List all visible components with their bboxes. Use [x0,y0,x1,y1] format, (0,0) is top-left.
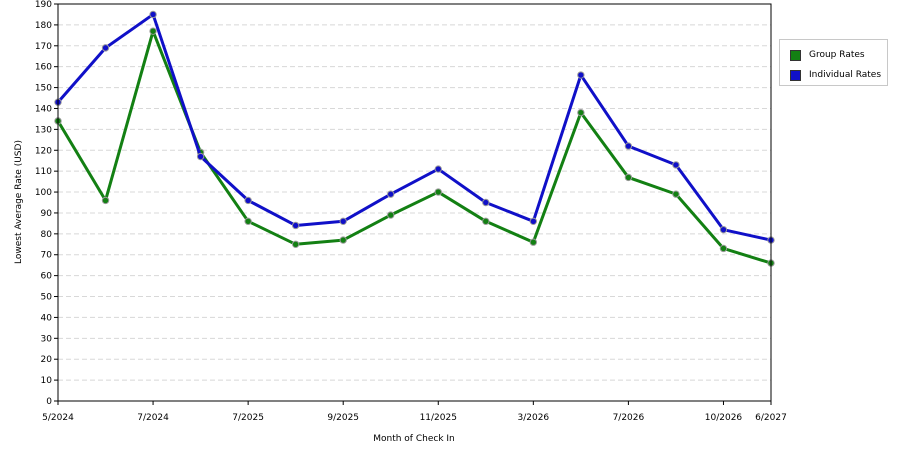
data-point-group-rates [529,238,538,246]
y-tick-label: 130 [35,125,52,135]
y-tick-label: 190 [35,0,52,10]
y-tick-label: 10 [41,376,53,386]
x-tick-label: 5/2024 [42,413,74,423]
x-tick-label: 7/2026 [613,413,645,423]
legend: Group Rates Individual Rates [779,39,888,86]
y-tick-label: 50 [41,293,53,303]
legend-label-individual-rates: Individual Rates [809,70,882,80]
y-tick-label: 70 [41,251,53,261]
data-point-individual-rates [196,152,205,161]
data-point-individual-rates [529,217,538,226]
data-point-individual-rates [387,190,395,198]
data-point-individual-rates [291,221,300,230]
y-tick-label: 40 [41,313,53,323]
y-tick-label: 30 [41,334,53,344]
y-tick-label: 120 [35,146,52,156]
data-point-individual-rates [434,165,442,173]
data-point-group-rates [719,244,728,253]
x-tick-label: 3/2026 [517,413,549,423]
data-point-individual-rates [244,196,252,205]
x-axis-ticks: 5/2024 7/2024 7/2025 9/2025 11/2025 3/2026 7/2… [42,401,787,423]
data-point-individual-rates [624,142,633,150]
y-tick-label: 20 [41,355,53,365]
series-line-individual-rates [56,12,772,242]
y-axis-label: Lowest Average Rate (USD) [14,140,24,264]
y-tick-label: 170 [35,42,52,52]
x-tick-label: 9/2025 [327,413,359,423]
grid-lines [58,24,771,381]
legend-swatch-individual-rates [790,69,801,81]
y-tick-label: 0 [46,397,52,407]
data-point-individual-rates [101,44,110,52]
legend-swatch-group-rates [790,49,801,61]
x-tick-label: 7/2024 [137,413,169,423]
data-point-group-rates [624,173,633,182]
data-point-group-rates [101,196,110,205]
data-point-individual-rates [719,225,728,234]
y-tick-label: 110 [35,167,52,177]
x-tick-label: 11/2025 [420,413,457,423]
x-tick-label: 6/2027 [755,413,787,423]
x-axis-label: Month of Check In [373,434,455,444]
data-point-group-rates [149,27,157,35]
legend-item-individual-rates: Individual Rates [790,69,881,81]
data-point-group-rates [577,108,585,117]
legend-item-group-rates: Group Rates [790,49,865,61]
y-tick-label: 100 [35,188,52,198]
y-tick-label: 150 [35,84,52,94]
data-point-group-rates [244,217,252,226]
y-tick-label: 90 [41,209,53,219]
plot-frame [57,3,772,402]
y-tick-label: 140 [35,104,52,114]
y-tick-label: 60 [41,272,53,282]
series-layer [54,10,775,267]
y-tick-label: 160 [35,63,52,73]
x-tick-label: 7/2025 [232,413,264,423]
data-point-group-rates [672,190,680,198]
data-point-individual-rates [672,161,680,169]
data-point-group-rates [434,188,442,196]
y-axis-ticks: 0 10 20 30 40 50 60 70 80 90 100 110 120 130 140 150 160… [35,0,58,407]
data-point-individual-rates [339,217,347,226]
data-point-individual-rates [482,198,490,207]
y-tick-label: 80 [41,230,53,240]
legend-label-group-rates: Group Rates [809,50,865,60]
series-line-group-rates [56,29,772,265]
x-tick-label: 10/2026 [705,413,743,423]
data-point-group-rates [387,211,395,219]
data-point-group-rates [482,217,490,226]
data-point-group-rates [291,240,300,248]
data-point-group-rates [339,236,347,244]
data-point-individual-rates [149,10,157,19]
y-tick-label: 180 [35,21,52,31]
data-point-individual-rates [577,71,585,79]
